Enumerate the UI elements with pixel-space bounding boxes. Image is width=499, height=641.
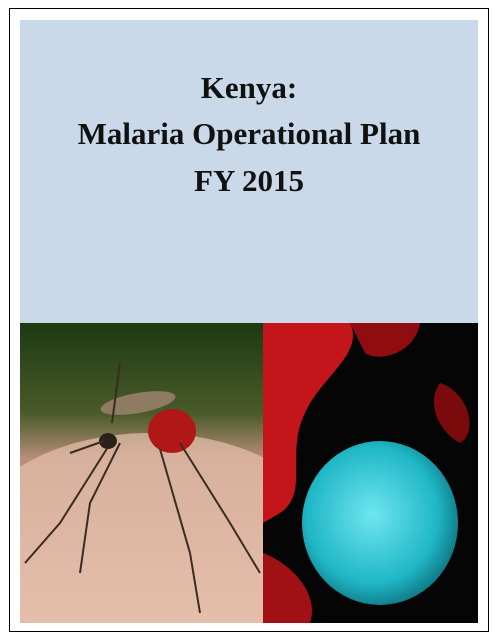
cover-page: Kenya: Malaria Operational Plan FY 2015 [9, 8, 489, 632]
title-line: Malaria Operational Plan [20, 116, 478, 152]
title-panel: Kenya: Malaria Operational Plan FY 2015 [20, 20, 478, 323]
blood-cell-photo [263, 323, 478, 623]
page-root: Kenya: Malaria Operational Plan FY 2015 [0, 0, 499, 641]
cover-photos [20, 323, 478, 623]
title-line: FY 2015 [20, 163, 478, 199]
title-line: Kenya: [20, 70, 478, 106]
